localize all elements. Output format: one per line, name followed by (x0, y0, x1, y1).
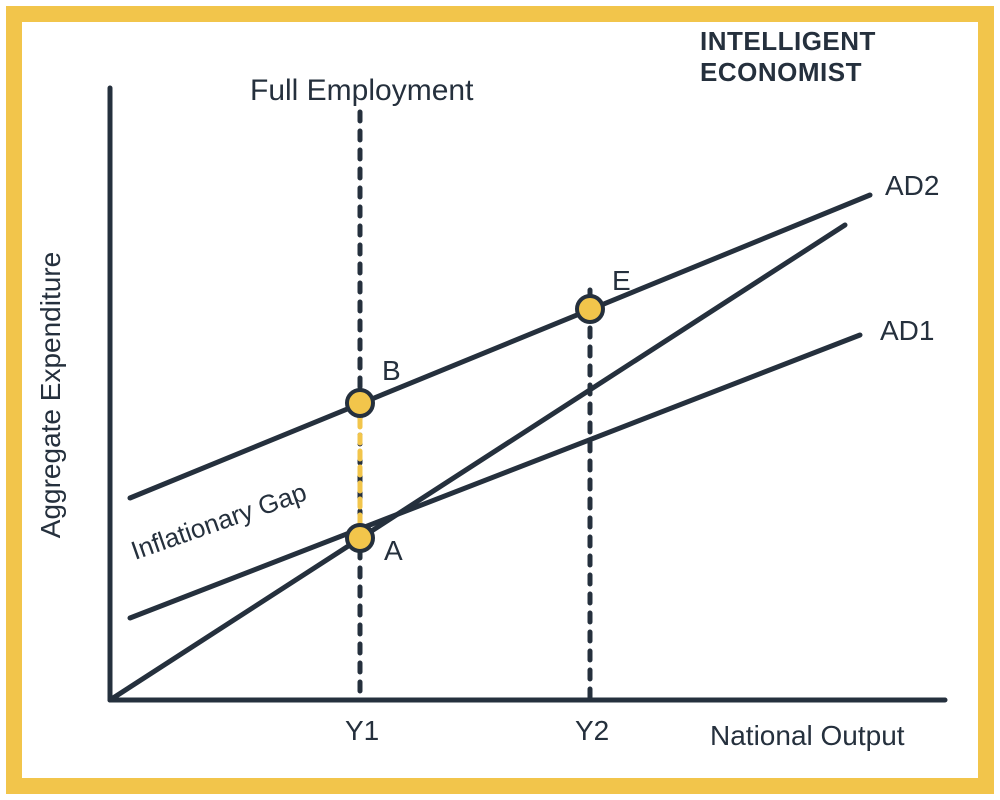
point-E (577, 296, 603, 322)
x-axis-label: National Output (710, 720, 905, 751)
point-label-A: A (384, 535, 403, 566)
chart-stage: National Output Aggregate Expenditure Y1 Fu… (0, 0, 1000, 800)
full-employment-label: Full Employment (250, 74, 474, 107)
line-label-AD1: AD1 (880, 315, 934, 346)
point-B (347, 390, 373, 416)
chart-background (0, 0, 1000, 800)
point-A (347, 525, 373, 551)
chart-svg: National Output Aggregate Expenditure Y1 Fu… (0, 0, 1000, 800)
brand-watermark: INTELLIGENT ECONOMIST (700, 26, 1000, 88)
point-label-B: B (382, 355, 401, 386)
line-label-AD2: AD2 (885, 170, 939, 201)
vline-label-Y2: Y2 (575, 715, 609, 746)
vline-label-Y1: Y1 (345, 715, 379, 746)
y-axis-label: Aggregate Expenditure (35, 252, 66, 538)
point-label-E: E (612, 265, 631, 296)
